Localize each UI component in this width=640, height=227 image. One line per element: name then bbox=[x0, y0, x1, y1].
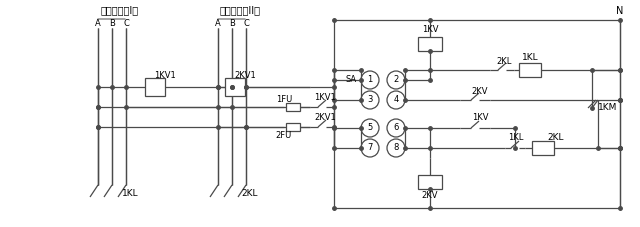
Text: 3: 3 bbox=[367, 96, 372, 104]
Text: 工作电源（I）: 工作电源（I） bbox=[101, 5, 139, 15]
Text: N: N bbox=[616, 6, 624, 16]
Circle shape bbox=[387, 119, 405, 137]
Text: 1KV1: 1KV1 bbox=[154, 71, 176, 79]
Circle shape bbox=[387, 71, 405, 89]
Bar bbox=[519, 63, 541, 77]
Circle shape bbox=[361, 119, 379, 137]
Text: C: C bbox=[243, 18, 249, 27]
Text: 2KV1: 2KV1 bbox=[314, 114, 336, 123]
Bar bbox=[145, 78, 165, 96]
Text: 2: 2 bbox=[394, 76, 399, 84]
Circle shape bbox=[361, 91, 379, 109]
Bar bbox=[418, 37, 442, 51]
Text: 6: 6 bbox=[394, 123, 399, 133]
Text: 2KL: 2KL bbox=[548, 133, 564, 143]
Text: 7: 7 bbox=[367, 143, 372, 153]
Text: 1KL: 1KL bbox=[522, 54, 538, 62]
Text: C: C bbox=[123, 18, 129, 27]
Text: 5: 5 bbox=[367, 123, 372, 133]
Text: 1FU: 1FU bbox=[276, 94, 292, 104]
Bar bbox=[286, 103, 300, 111]
Text: 2KV1: 2KV1 bbox=[234, 71, 256, 79]
Text: SA: SA bbox=[346, 76, 356, 84]
Text: A: A bbox=[215, 18, 221, 27]
Text: B: B bbox=[229, 18, 235, 27]
Text: 1KL: 1KL bbox=[508, 133, 524, 143]
Circle shape bbox=[387, 91, 405, 109]
Circle shape bbox=[361, 139, 379, 157]
Text: A: A bbox=[95, 18, 101, 27]
Text: 1KV1: 1KV1 bbox=[314, 94, 336, 103]
Bar bbox=[286, 123, 300, 131]
Text: 4: 4 bbox=[394, 96, 399, 104]
Text: B: B bbox=[109, 18, 115, 27]
Circle shape bbox=[361, 71, 379, 89]
Bar bbox=[225, 78, 245, 96]
Text: 1KM: 1KM bbox=[598, 104, 618, 113]
Text: 2FU: 2FU bbox=[276, 131, 292, 141]
Text: 2KV: 2KV bbox=[422, 190, 438, 200]
Bar bbox=[532, 141, 554, 155]
Text: 1: 1 bbox=[367, 76, 372, 84]
Bar bbox=[418, 175, 442, 189]
Circle shape bbox=[387, 139, 405, 157]
Text: 1KV: 1KV bbox=[472, 114, 488, 123]
Text: 工作电源（II）: 工作电源（II） bbox=[220, 5, 260, 15]
Text: 8: 8 bbox=[394, 143, 399, 153]
Text: 1KV: 1KV bbox=[422, 25, 438, 35]
Text: 1KL: 1KL bbox=[122, 188, 138, 197]
Text: 2KL: 2KL bbox=[496, 57, 512, 66]
Text: 2KL: 2KL bbox=[242, 188, 259, 197]
Text: 2KV: 2KV bbox=[472, 86, 488, 96]
